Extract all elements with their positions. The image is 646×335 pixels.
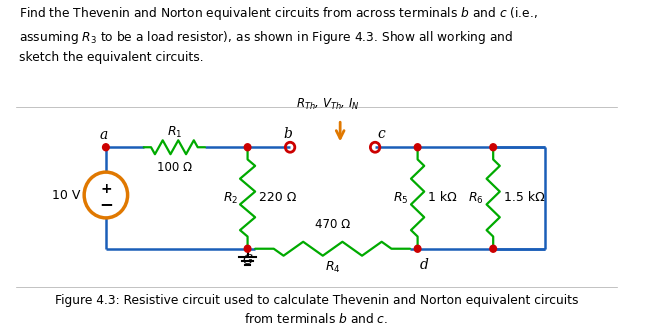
Text: $R_5$: $R_5$ [393, 190, 408, 206]
Circle shape [103, 144, 109, 151]
Circle shape [490, 245, 497, 252]
Text: +: + [100, 182, 112, 196]
Text: Figure 4.3: Resistive circuit used to calculate Thevenin and Norton equivalent c: Figure 4.3: Resistive circuit used to ca… [55, 293, 578, 326]
Text: G: G [243, 254, 253, 267]
Circle shape [244, 144, 251, 151]
Text: 100 Ω: 100 Ω [157, 161, 192, 174]
Text: 470 Ω: 470 Ω [315, 218, 350, 231]
Text: d: d [419, 258, 428, 272]
Text: 10 V: 10 V [52, 189, 80, 202]
Text: a: a [100, 128, 108, 142]
Text: $R_{Th}$, $V_{Th}$, $I_N$: $R_{Th}$, $V_{Th}$, $I_N$ [296, 97, 360, 113]
Text: $R_4$: $R_4$ [325, 260, 340, 275]
Text: Find the Thevenin and Norton equivalent circuits from across terminals $b$ and $: Find the Thevenin and Norton equivalent … [19, 5, 537, 64]
Text: −: − [99, 195, 113, 213]
Text: 1 kΩ: 1 kΩ [428, 192, 457, 204]
Circle shape [414, 245, 421, 252]
Text: $R_6$: $R_6$ [468, 190, 484, 206]
Text: $R_2$: $R_2$ [223, 190, 238, 206]
Text: c: c [377, 127, 385, 141]
Circle shape [414, 144, 421, 151]
Text: 220 Ω: 220 Ω [259, 192, 297, 204]
Text: 1.5 kΩ: 1.5 kΩ [504, 192, 545, 204]
Circle shape [244, 245, 251, 252]
Circle shape [490, 144, 497, 151]
Text: $R_1$: $R_1$ [167, 125, 182, 140]
Text: b: b [284, 127, 293, 141]
